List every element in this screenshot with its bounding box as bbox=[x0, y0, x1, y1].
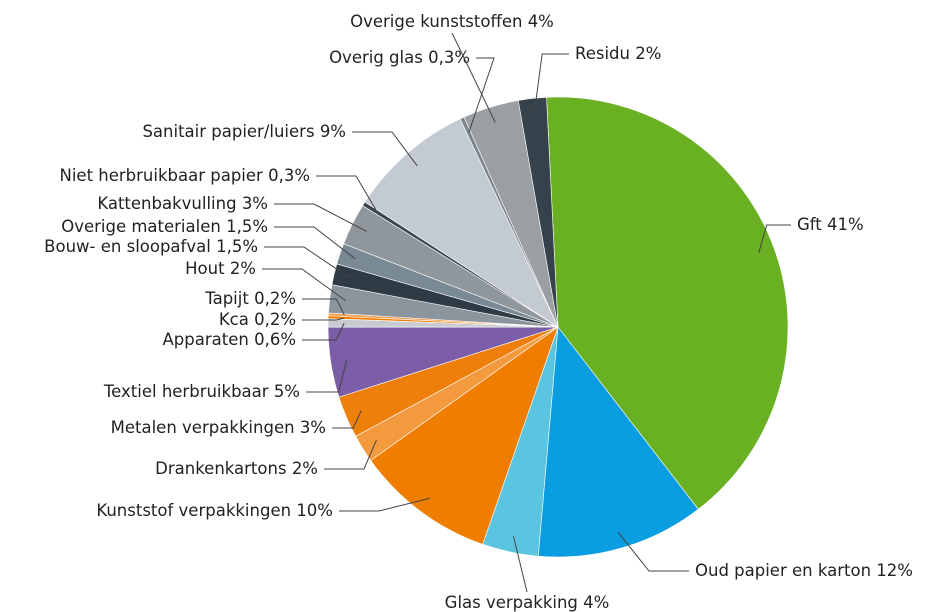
leader-line bbox=[316, 175, 378, 213]
value-label: 5% bbox=[274, 382, 300, 401]
slice-label: Tapijt 0,2% bbox=[204, 289, 296, 308]
value-label: 2% bbox=[635, 44, 661, 63]
category-name: Kca bbox=[219, 310, 249, 329]
category-name: Metalen verpakkingen bbox=[111, 418, 295, 437]
leader-line bbox=[332, 410, 362, 429]
value-label: 41% bbox=[827, 215, 864, 234]
leader-line bbox=[451, 32, 496, 123]
value-label: 3% bbox=[242, 194, 268, 213]
value-label: 9% bbox=[320, 122, 346, 141]
leader-line bbox=[617, 531, 689, 572]
category-name: Kunststof verpakkingen bbox=[96, 501, 291, 520]
category-name: Hout bbox=[185, 259, 225, 278]
category-name: Gft bbox=[797, 215, 822, 234]
value-label: 2% bbox=[230, 259, 256, 278]
value-label: 0,6% bbox=[254, 330, 296, 349]
leader-line bbox=[339, 497, 430, 512]
value-label: 1,5% bbox=[226, 217, 268, 236]
slice-label: Residu 2% bbox=[575, 44, 661, 63]
slice-label: Overige kunststoffen 4% bbox=[350, 12, 554, 31]
pie-slice bbox=[537, 326, 699, 558]
value-label: 2% bbox=[292, 459, 318, 478]
value-label: 4% bbox=[528, 12, 554, 31]
slice-label: Niet herbruikbaar papier 0,3% bbox=[59, 166, 310, 185]
category-name: Drankenkartons bbox=[155, 459, 286, 478]
category-name: Glas verpakking bbox=[445, 593, 578, 612]
slice-label: Oud papier en karton 12% bbox=[695, 561, 913, 580]
slice-label: Sanitair papier/luiers 9% bbox=[142, 122, 346, 141]
leader-line bbox=[302, 317, 345, 321]
pie-slice bbox=[517, 96, 559, 328]
leader-line bbox=[533, 53, 569, 115]
category-name: Overige kunststoffen bbox=[350, 12, 522, 31]
leader-line bbox=[306, 359, 348, 393]
slice-label: Apparaten 0,6% bbox=[163, 330, 297, 349]
category-name: Oud papier en karton bbox=[695, 561, 871, 580]
value-label: 0,2% bbox=[254, 310, 296, 329]
slice-label: Hout 2% bbox=[185, 259, 256, 278]
leader-line bbox=[512, 536, 528, 593]
pie-slice bbox=[370, 326, 559, 545]
category-name: Overig glas bbox=[329, 48, 423, 67]
leader-line bbox=[264, 246, 351, 279]
slice-label: Glas verpakking 4% bbox=[445, 593, 610, 612]
slice-label: Overig glas 0,3% bbox=[329, 48, 470, 67]
leader-line bbox=[352, 131, 418, 167]
slice-label: Overige materialen 1,5% bbox=[61, 217, 268, 236]
leader-line bbox=[468, 57, 495, 133]
category-name: Residu bbox=[575, 44, 630, 63]
value-label: 0,2% bbox=[254, 289, 296, 308]
value-label: 0,3% bbox=[428, 48, 470, 67]
leader-line bbox=[274, 203, 367, 232]
slice-label: Textiel herbruikbaar 5% bbox=[103, 382, 300, 401]
value-label: 10% bbox=[296, 501, 333, 520]
category-name: Niet herbruikbaar papier bbox=[59, 166, 263, 185]
value-label: 3% bbox=[300, 418, 326, 437]
slices bbox=[327, 96, 789, 558]
labels: Gft 41% Oud papier en karton 12% Glas verp… bbox=[44, 12, 913, 612]
slice-label: Kattenbakvulling 3% bbox=[97, 194, 268, 213]
leader-line bbox=[274, 226, 356, 260]
leader-line bbox=[302, 322, 345, 341]
leader-line bbox=[758, 224, 791, 254]
slice-label: Bouw- en sloopafval 1,5% bbox=[44, 237, 258, 256]
leader-line bbox=[302, 298, 345, 316]
category-name: Overige materialen bbox=[61, 217, 221, 236]
value-label: 0,3% bbox=[268, 166, 310, 185]
category-name: Textiel herbruikbaar bbox=[103, 382, 269, 401]
leader-line bbox=[262, 268, 347, 302]
category-name: Kattenbakvulling bbox=[97, 194, 236, 213]
leader-line bbox=[324, 439, 377, 470]
value-label: 1,5% bbox=[216, 237, 258, 256]
value-label: 4% bbox=[583, 593, 609, 612]
category-name: Bouw- en sloopafval bbox=[44, 237, 211, 256]
pie-slice bbox=[546, 96, 789, 510]
value-label: 12% bbox=[876, 561, 913, 580]
slice-label: Kunststof verpakkingen 10% bbox=[96, 501, 333, 520]
category-name: Tapijt bbox=[204, 289, 249, 308]
slice-label: Kca 0,2% bbox=[219, 310, 296, 329]
slice-label: Metalen verpakkingen 3% bbox=[111, 418, 326, 437]
slice-label: Drankenkartons 2% bbox=[155, 459, 318, 478]
slice-label: Gft 41% bbox=[797, 215, 864, 234]
category-name: Apparaten bbox=[163, 330, 249, 349]
category-name: Sanitair papier/luiers bbox=[142, 122, 314, 141]
